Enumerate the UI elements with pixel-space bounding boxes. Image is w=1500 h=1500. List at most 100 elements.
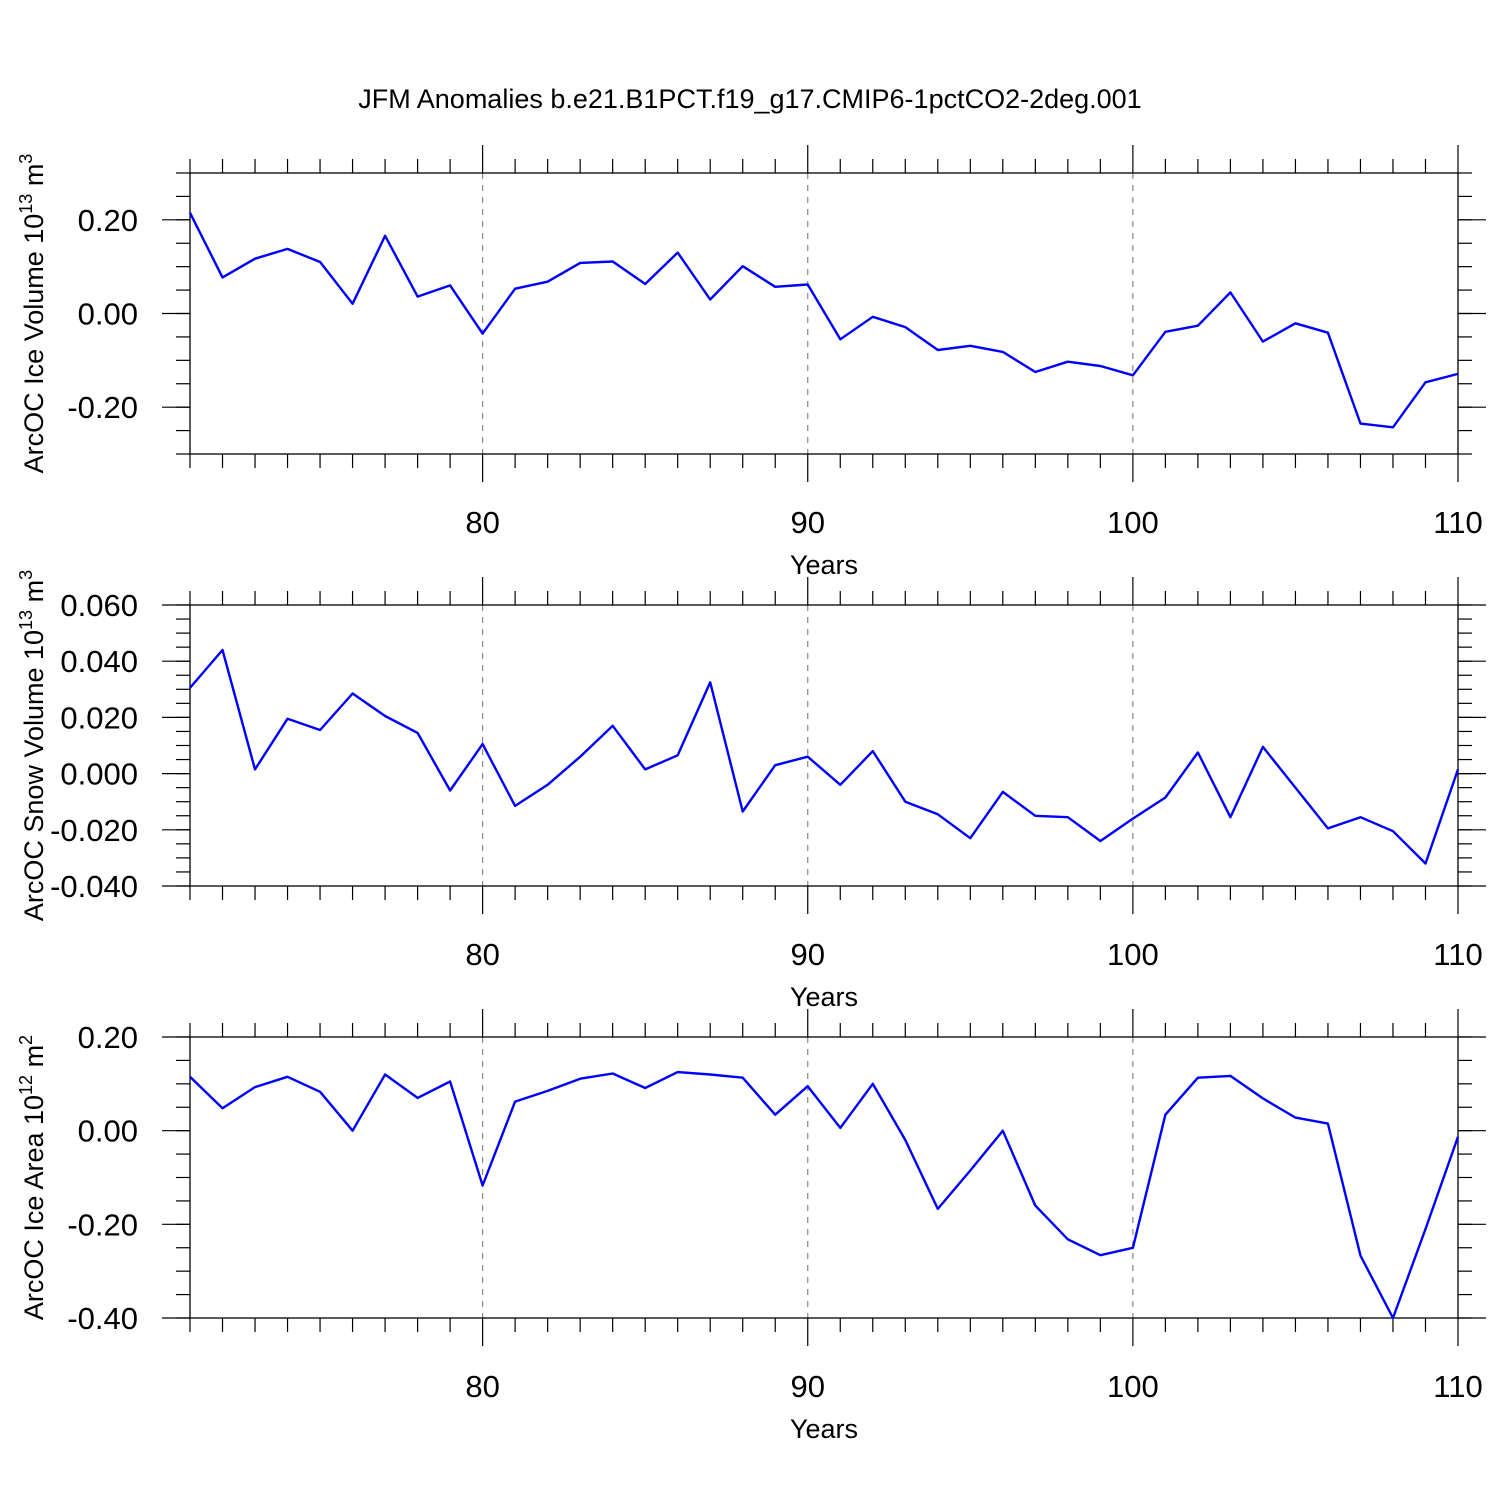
ice-volume-data-point [1131, 373, 1135, 377]
ice-area-y-axis-title: ArcOC Ice Area 1012 m2 [16, 1035, 49, 1320]
ice-area-data-point [1001, 1129, 1005, 1133]
ice-area-data-point [1423, 1227, 1427, 1231]
snow-volume-data-point [611, 724, 615, 728]
snow-volume-data-point [1423, 862, 1427, 866]
ice-volume-y-axis-title: ArcOC Ice Volume 1013 m3 [16, 154, 49, 474]
ice-area-data-point [1391, 1316, 1395, 1320]
ice-area-data-point [253, 1085, 257, 1089]
snow-volume-data-point [1098, 839, 1102, 843]
ice-area-data-point [546, 1089, 550, 1093]
ice-volume-data-point [838, 337, 842, 341]
ice-volume-data-point [773, 285, 777, 289]
snow-volume-data-point [1001, 790, 1005, 794]
snow-volume-data-point [253, 767, 257, 771]
ice-area-data-point [286, 1075, 290, 1079]
ice-volume-data-point [188, 211, 192, 215]
snow-volume-data-point [546, 783, 550, 787]
snow-volume-x-tick-label: 110 [1433, 937, 1482, 972]
ice-volume-y-axis-title-ylabel-unit2: m [19, 164, 49, 194]
snow-volume-data-point [188, 686, 192, 690]
snow-volume-y-axis-title: ArcOC Snow Volume 1013 m3 [16, 570, 49, 921]
snow-volume-data-point [351, 692, 355, 696]
snow-volume-data-point [1228, 815, 1232, 819]
snow-volume-data-point [1196, 751, 1200, 755]
ice-volume-data-point [546, 280, 550, 284]
figure-title: JFM Anomalies b.e21.B1PCT.f19_g17.CMIP6-… [358, 84, 1141, 114]
ice-volume-data-point [448, 283, 452, 287]
snow-volume-x-tick-label: 80 [465, 937, 499, 972]
ice-area-data-point [708, 1072, 712, 1076]
ice-volume-x-tick-label: 110 [1433, 505, 1482, 540]
snow-volume-y-tick-label: 0.040 [60, 644, 138, 679]
ice-area-y-axis-title-ylabel-unit2: m [19, 1045, 49, 1075]
snow-volume-data-point [416, 731, 420, 735]
snow-volume-data-point [481, 742, 485, 746]
ice-area-data-point [676, 1070, 680, 1074]
snow-volume-data-point [936, 812, 940, 816]
snow-volume-data-point [708, 680, 712, 684]
snow-volume-x-tick-label: 90 [791, 937, 825, 972]
ice-area-x-tick-label: 100 [1107, 1369, 1159, 1404]
ice-volume-data-point [1261, 340, 1265, 344]
snow-volume-data-point [513, 804, 517, 808]
snow-volume-x-axis-title: Years [790, 982, 858, 1012]
ice-area-y-axis-title-ylabel-exp2: 2 [16, 1035, 36, 1045]
ice-area-data-point [838, 1126, 842, 1130]
snow-volume-y-tick-label: -0.020 [50, 813, 138, 848]
snow-volume-data-point [1033, 814, 1037, 818]
ice-area-data-point [1261, 1096, 1265, 1100]
ice-volume-y-axis-title-ylabel-exp2: 3 [16, 154, 36, 164]
ice-area-data-point [318, 1090, 322, 1094]
ice-volume-data-point [676, 251, 680, 255]
ice-area-y-axis-title-ylabel-unit: 10 [19, 1095, 49, 1133]
ice-volume-data-point [1293, 321, 1297, 325]
snow-volume-data-point [1261, 745, 1265, 749]
ice-area-data-point [513, 1100, 517, 1104]
ice-area-panel: 0.20 0.00 -0.20 -0.40 80 90 100 110 Years ArcOC I… [16, 1009, 1486, 1444]
ice-area-data-point [1131, 1246, 1135, 1250]
snow-volume-data-point [1066, 815, 1070, 819]
ice-volume-y-tick-label: 0.00 [78, 297, 138, 332]
ice-area-data-point [968, 1168, 972, 1172]
ice-volume-data-point [383, 234, 387, 238]
ice-volume-data-point [351, 302, 355, 306]
ice-volume-data-point [708, 297, 712, 301]
ice-area-data-point [611, 1072, 615, 1076]
snow-volume-data-point [1326, 826, 1330, 830]
ice-volume-x-axis-title: Years [790, 550, 858, 580]
ice-volume-data-point [318, 260, 322, 264]
ice-volume-x-tick-label: 90 [791, 505, 825, 540]
snow-volume-data-point [741, 810, 745, 814]
snow-volume-data-point [1293, 786, 1297, 790]
ice-area-series-line [189, 1070, 1460, 1320]
ice-area-data-point [1098, 1253, 1102, 1257]
snow-volume-data-point [871, 749, 875, 753]
snow-volume-data-point [448, 788, 452, 792]
ice-area-data-point [416, 1096, 420, 1100]
ice-area-data-point [578, 1077, 582, 1081]
snow-volume-x-tick-label: 100 [1107, 937, 1159, 972]
ice-area-data-point [1163, 1113, 1167, 1117]
snow-volume-data-point [806, 755, 810, 759]
ice-volume-y-axis-title-ylabel: ArcOC Ice Volume [19, 251, 49, 473]
snow-volume-series-line [189, 648, 1460, 865]
ice-volume-data-point [513, 287, 517, 291]
ice-volume-data-point [1228, 290, 1232, 294]
ice-volume-data-point [1001, 350, 1005, 354]
ice-area-data-point [1456, 1135, 1460, 1139]
ice-volume-panel: 0.20 0.00 -0.20 80 90 100 110 Years ArcOC Ice Vo… [16, 145, 1486, 580]
snow-volume-data-point [383, 714, 387, 718]
snow-volume-y-axis-title-ylabel-unit: 10 [19, 630, 49, 668]
ice-area-y-axis-title-ylabel-exp: 12 [16, 1075, 36, 1095]
snow-volume-y-tick-label: -0.040 [50, 869, 138, 904]
ice-area-data-point [1326, 1122, 1330, 1126]
ice-volume-data-point [481, 332, 485, 336]
snow-volume-data-point [1163, 795, 1167, 799]
snow-volume-y-axis-title-ylabel-exp: 13 [16, 610, 36, 630]
ice-area-data-point [188, 1075, 192, 1079]
ice-volume-y-axis-title-ylabel-exp: 13 [16, 194, 36, 214]
snow-volume-y-tick-label: 0.020 [60, 700, 138, 735]
snow-volume-panel: 0.060 0.040 0.020 0.000 -0.020 -0.040 80 90 100 1… [16, 570, 1486, 1012]
snow-volume-data-point [903, 800, 907, 804]
ice-volume-data-point [741, 264, 745, 268]
